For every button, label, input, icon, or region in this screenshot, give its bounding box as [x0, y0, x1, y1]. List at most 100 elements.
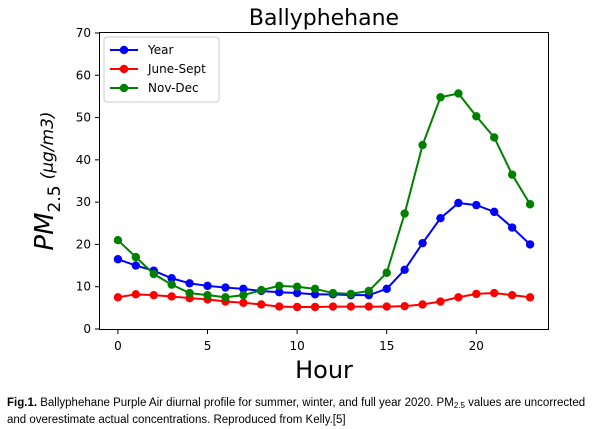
data-point-nov-dec	[454, 89, 463, 98]
data-point-nov-dec	[257, 285, 266, 295]
legend-label: Nov-Dec	[148, 81, 199, 95]
data-point-nov-dec	[400, 209, 409, 218]
data-point-nov-dec	[418, 140, 427, 150]
series-june-sept	[113, 288, 535, 312]
legend-marker	[119, 45, 129, 55]
data-point-nov-dec	[382, 268, 391, 277]
legend-item-june-sept: June-Sept	[110, 62, 206, 76]
data-point-june-sept	[364, 302, 373, 311]
data-point-nov-dec	[275, 281, 284, 291]
data-point-nov-dec	[346, 289, 356, 299]
data-point-year	[292, 288, 302, 298]
data-point-june-sept	[418, 300, 427, 309]
y-axis-label-sub: 2.5	[45, 185, 65, 212]
data-point-june-sept	[310, 302, 320, 312]
data-point-year	[185, 279, 194, 288]
data-point-june-sept	[436, 297, 445, 306]
data-point-june-sept	[113, 293, 123, 302]
data-point-nov-dec	[131, 252, 141, 262]
x-tick-label: 15	[379, 339, 394, 353]
data-point-june-sept	[525, 293, 535, 302]
y-tick-label: 50	[76, 111, 91, 125]
x-axis-label: Hour	[295, 356, 353, 384]
data-point-june-sept	[507, 290, 517, 300]
data-point-year	[472, 200, 481, 210]
data-point-june-sept	[239, 298, 248, 307]
legend-label: June-Sept	[147, 62, 206, 76]
data-point-june-sept	[328, 302, 338, 311]
data-point-year	[382, 284, 391, 294]
data-point-june-sept	[131, 290, 141, 299]
caption-subscript: 2.5	[453, 401, 465, 410]
legend-item-year: Year	[110, 43, 173, 57]
data-point-nov-dec	[167, 280, 176, 289]
caption-text-before: Ballyphehane Purple Air diurnal profile …	[37, 397, 454, 409]
series-year	[113, 198, 535, 300]
data-point-june-sept	[149, 290, 158, 300]
axis-ticks: 0 5 10 15 20 0 10 20 30 40 50 60 70	[76, 26, 484, 353]
data-point-nov-dec	[490, 133, 499, 142]
caption-label: Fig.1.	[7, 397, 38, 409]
legend-label: Year	[147, 43, 173, 57]
plot-frame	[99, 32, 549, 330]
y-axis-label-base: PM	[30, 212, 60, 250]
caption-text-after: values are uncorrected and overestimate …	[7, 397, 586, 426]
data-point-nov-dec	[239, 290, 248, 300]
legend-item-nov-dec: Nov-Dec	[110, 81, 199, 95]
series-line-nov-dec	[117, 92, 531, 299]
data-point-nov-dec	[472, 112, 481, 121]
data-point-nov-dec	[292, 282, 302, 291]
y-axis-label-unit: (μg/m3)	[38, 111, 58, 179]
y-tick-label: 0	[83, 322, 91, 336]
data-point-june-sept	[472, 289, 481, 299]
chart-title: Ballyphehane	[249, 6, 399, 31]
series-line-year	[117, 201, 531, 297]
series-layer	[113, 89, 535, 312]
legend: Year June-Sept Nov-Dec	[103, 36, 220, 103]
y-tick-label: 70	[76, 26, 91, 40]
y-tick-label: 30	[76, 195, 91, 209]
data-point-year	[525, 240, 535, 249]
data-point-year	[400, 265, 409, 274]
data-point-year	[490, 207, 499, 217]
y-tick-label: 40	[76, 153, 91, 167]
data-point-june-sept	[382, 302, 391, 311]
legend-marker	[119, 83, 129, 93]
data-point-nov-dec	[113, 236, 123, 245]
data-point-nov-dec	[149, 269, 158, 279]
data-point-june-sept	[167, 292, 176, 301]
data-point-nov-dec	[221, 293, 230, 302]
data-point-year	[275, 288, 284, 297]
legend-box	[103, 36, 220, 103]
data-point-year	[221, 283, 230, 292]
x-tick-label: 5	[204, 339, 212, 353]
data-point-june-sept	[454, 293, 463, 302]
data-point-nov-dec	[310, 284, 320, 294]
x-tick-label: 0	[114, 339, 122, 353]
data-point-nov-dec	[185, 288, 194, 298]
data-point-june-sept	[490, 288, 499, 298]
data-point-nov-dec	[203, 290, 212, 300]
data-point-year	[507, 223, 517, 232]
data-point-june-sept	[275, 302, 284, 311]
legend-marker	[119, 64, 129, 74]
data-point-year	[131, 261, 141, 270]
data-point-year	[167, 274, 176, 283]
data-point-june-sept	[292, 302, 302, 312]
y-tick-label: 20	[76, 237, 91, 251]
data-point-year	[436, 214, 445, 223]
data-point-nov-dec	[525, 200, 535, 209]
data-point-june-sept	[257, 300, 266, 309]
x-tick-label: 20	[469, 339, 484, 353]
data-point-nov-dec	[364, 286, 373, 296]
data-point-nov-dec	[507, 170, 517, 179]
data-point-june-sept	[346, 302, 356, 311]
y-axis-label: PM2.5 (μg/m3)	[30, 111, 65, 250]
data-point-year	[418, 238, 427, 248]
data-point-june-sept	[400, 301, 409, 311]
data-point-nov-dec	[328, 288, 338, 298]
x-tick-label: 10	[289, 339, 304, 353]
data-point-nov-dec	[436, 93, 445, 102]
data-point-year	[239, 284, 248, 294]
